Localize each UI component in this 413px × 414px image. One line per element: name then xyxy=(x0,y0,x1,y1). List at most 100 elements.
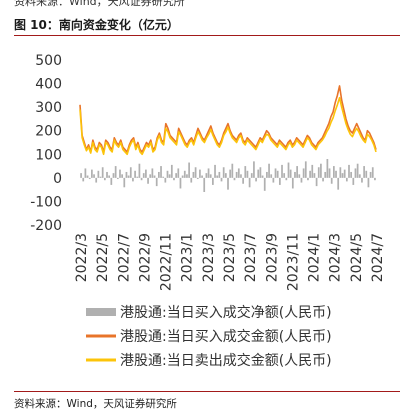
net-buy-bar xyxy=(97,170,100,178)
net-buy-bar xyxy=(155,177,158,187)
net-buy-bar xyxy=(140,177,143,181)
legend-buy-amount-label: 港股通:当日买入成交金额(人民币) xyxy=(120,328,332,345)
net-buy-bar xyxy=(207,168,210,178)
net-buy-bar xyxy=(127,175,130,178)
net-buy-bar xyxy=(304,161,307,178)
net-buy-bar xyxy=(188,162,190,178)
net-buy-bar xyxy=(233,177,236,181)
x-tick-label: 2022/9 xyxy=(137,233,153,282)
x-tick-label: 2022/5 xyxy=(95,233,111,282)
net-buy-bar xyxy=(160,166,162,178)
x-tick-label: 2024/7 xyxy=(370,233,386,282)
net-buy-bar xyxy=(214,164,216,178)
net-buy-bar xyxy=(218,171,221,178)
net-buy-bar xyxy=(237,168,240,178)
net-buy-bar xyxy=(320,163,322,178)
net-buy-bar xyxy=(339,167,342,178)
net-buy-bar xyxy=(343,169,346,178)
net-buy-bar xyxy=(313,173,316,178)
net-buy-bar xyxy=(270,174,273,178)
net-buy-bar xyxy=(136,176,139,178)
y-tick-label: 400 xyxy=(35,77,62,93)
x-tick-label: 2024/3 xyxy=(328,233,344,282)
source-note: 资料来源：Wind，天风证券研究所 xyxy=(14,398,177,410)
net-buy-bar xyxy=(361,177,363,183)
net-buy-bar xyxy=(222,167,225,178)
net-buy-bar xyxy=(365,170,368,178)
net-buy-bar xyxy=(328,168,331,178)
net-buy-bar xyxy=(229,169,232,178)
net-buy-bar xyxy=(179,177,182,189)
net-buy-bar xyxy=(244,166,247,178)
y-tick-label: -100 xyxy=(30,194,62,210)
net-buy-bar xyxy=(203,177,206,192)
net-buy-bar xyxy=(186,174,188,178)
net-buy-bar xyxy=(181,175,184,178)
x-tick-label: 2022/7 xyxy=(116,233,132,282)
net-buy-bar xyxy=(278,177,281,185)
net-buy-bar xyxy=(250,173,253,178)
net-buy-bar xyxy=(300,177,303,183)
net-buy-bar xyxy=(246,170,249,178)
net-buy-bar xyxy=(125,171,128,178)
net-buy-bar xyxy=(259,167,262,178)
net-buy-bar xyxy=(374,177,376,181)
x-tick-label: 2024/1 xyxy=(307,233,323,282)
net-buy-bar xyxy=(294,171,296,178)
net-buy-bar xyxy=(253,161,255,178)
x-tick-label: 2023/3 xyxy=(201,233,217,282)
net-buy-bar xyxy=(298,174,301,178)
net-buy-bar xyxy=(322,177,324,182)
net-buy-bar xyxy=(205,173,208,178)
x-tick-label: 2024/5 xyxy=(349,233,365,282)
net-buy-bar xyxy=(196,177,199,180)
legend-net-buy-label: 港股通:当日买入成交净额(人民币) xyxy=(120,304,332,321)
net-buy-bar xyxy=(272,177,275,183)
net-buy-bar xyxy=(170,164,173,178)
net-buy-bar xyxy=(281,164,283,178)
net-buy-bar xyxy=(358,174,361,178)
net-buy-bar xyxy=(138,163,141,178)
net-buy-bar xyxy=(201,175,203,178)
net-buy-bar xyxy=(106,171,108,178)
net-buy-bar xyxy=(296,166,298,178)
net-buy-bar xyxy=(311,164,314,178)
net-buy-bar xyxy=(147,177,149,184)
net-buy-bar xyxy=(283,173,286,178)
net-buy-bar xyxy=(276,170,279,178)
net-buy-bar xyxy=(371,167,374,178)
net-buy-bar xyxy=(307,177,309,181)
chart-title: 图 10：南向资金变化（亿元） xyxy=(14,18,179,32)
legend-net-buy-swatch xyxy=(86,308,116,316)
y-tick-label: 100 xyxy=(35,147,62,163)
net-buy-bar xyxy=(363,166,365,178)
net-buy-bar xyxy=(231,163,234,178)
net-buy-bar xyxy=(88,177,91,180)
net-buy-bar xyxy=(212,177,214,185)
y-tick-label: 500 xyxy=(35,53,62,69)
x-tick-label: 2023/7 xyxy=(243,233,259,282)
net-buy-bar xyxy=(162,176,165,178)
net-buy-bar xyxy=(330,177,333,184)
net-buy-bar xyxy=(114,166,117,178)
series-lines xyxy=(79,85,377,156)
net-buy-bar xyxy=(132,177,134,182)
net-buy-bar xyxy=(369,171,372,178)
net-buy-bar xyxy=(242,177,244,184)
net-buy-bar xyxy=(240,174,242,178)
net-buy-bar xyxy=(134,170,136,178)
net-buy-bar xyxy=(287,162,290,178)
x-tick-label: 2023/9 xyxy=(264,233,280,282)
x-tick-label: 2023/1 xyxy=(180,233,196,282)
net-buy-bar xyxy=(309,170,311,178)
x-tick-label: 2022/3 xyxy=(74,233,90,282)
net-buy-bar xyxy=(354,168,357,178)
legend-sell-amount-label: 港股通:当日卖出成交金额(人民币) xyxy=(120,352,332,369)
net-buy-bar xyxy=(333,166,335,178)
net-buy-bar xyxy=(168,174,171,178)
net-buy-bar xyxy=(337,177,340,190)
net-buy-bar xyxy=(80,173,82,178)
y-axis: -200 -100 0 100 200 300 400 500 xyxy=(30,53,62,234)
net-buy-bar xyxy=(216,175,219,178)
